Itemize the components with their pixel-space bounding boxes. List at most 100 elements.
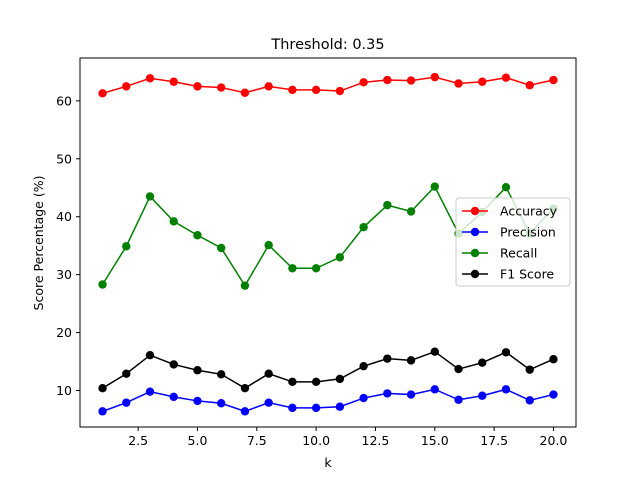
legend-label-accuracy: Accuracy <box>500 204 558 219</box>
f1-score-point <box>383 354 392 363</box>
recall-point <box>122 242 131 251</box>
precision-point <box>240 407 250 416</box>
accuracy-point <box>549 75 558 85</box>
legend-box <box>455 197 571 287</box>
f1-score-point <box>169 360 178 369</box>
legend-label-f1-score: F1 Score <box>500 267 554 282</box>
recall-point <box>335 253 345 262</box>
y-tick-label: 50 <box>56 151 72 166</box>
f1-score-point <box>145 350 155 360</box>
precision-point <box>383 389 392 398</box>
y-tick-label: 30 <box>56 267 72 282</box>
accuracy-point <box>430 72 439 82</box>
accuracy-point <box>98 89 107 98</box>
accuracy-point <box>264 82 273 91</box>
x-tick-label: 20.0 <box>540 433 568 448</box>
precision-point <box>335 402 345 411</box>
f1-score-point <box>335 374 345 384</box>
accuracy-point <box>525 81 534 90</box>
recall-point <box>359 222 368 232</box>
accuracy-point <box>240 88 250 97</box>
precision-point <box>169 392 178 402</box>
legend-marker-accuracy <box>470 206 480 216</box>
f1-score-point <box>288 377 297 387</box>
precision-point <box>145 387 155 396</box>
precision-point <box>478 391 487 400</box>
legend-label-recall: Recall <box>500 246 537 261</box>
accuracy-point <box>478 77 487 86</box>
accuracy-point <box>217 83 226 92</box>
f1-score-point <box>406 356 416 365</box>
precision-point <box>217 399 226 408</box>
recall-point <box>406 207 416 216</box>
recall-point <box>288 264 297 273</box>
precision-point <box>525 396 534 405</box>
legend-marker-precision <box>470 227 480 237</box>
x-axis-label: k <box>324 455 332 470</box>
legend-label-precision: Precision <box>500 225 556 240</box>
accuracy-point <box>169 77 178 86</box>
y-axis-label: Score Percentage (%) <box>31 176 46 311</box>
y-tick-label: 60 <box>56 93 72 108</box>
axes-frame <box>79 57 577 428</box>
f1-score-point <box>430 347 439 356</box>
precision-point <box>549 390 558 399</box>
precision-point <box>122 398 131 407</box>
f1-score-point <box>454 364 463 374</box>
accuracy-point <box>359 78 368 87</box>
f1-score-point <box>311 377 321 387</box>
precision-point <box>501 385 511 394</box>
x-tick-label: 17.5 <box>480 433 508 448</box>
recall-point <box>193 231 202 240</box>
precision-point <box>454 395 463 404</box>
precision-point <box>288 403 297 413</box>
f1-score-point <box>359 361 368 371</box>
legend-marker-recall <box>470 248 480 258</box>
y-tick-label: 20 <box>56 325 72 340</box>
f1-score-point <box>217 370 226 379</box>
x-tick-label: 12.5 <box>362 433 390 448</box>
accuracy-point <box>383 75 392 85</box>
f1-score-point <box>122 369 131 378</box>
accuracy-point <box>288 85 297 95</box>
accuracy-point <box>122 82 131 91</box>
y-tick-label: 10 <box>56 383 72 398</box>
x-tick-label: 2.5 <box>128 433 148 448</box>
recall-point <box>98 280 107 289</box>
precision-point <box>98 407 107 416</box>
accuracy-point <box>501 73 511 82</box>
recall-point <box>501 182 511 192</box>
recall-point <box>169 217 178 226</box>
chart-title: Threshold: 0.35 <box>270 37 384 53</box>
precision-point <box>311 403 321 413</box>
precision-point <box>430 385 439 394</box>
f1-score-point <box>193 366 202 375</box>
recall-point <box>383 200 392 210</box>
accuracy-point <box>406 76 416 85</box>
x-tick-label: 5.0 <box>188 433 208 448</box>
accuracy-point <box>454 79 463 88</box>
accuracy-point <box>335 86 345 96</box>
legend-marker-f1-score <box>470 269 480 279</box>
x-tick-label: 7.5 <box>247 433 267 448</box>
f1-score-point <box>98 383 107 393</box>
f1-score-point <box>240 383 250 393</box>
f1-score-point <box>549 355 558 364</box>
legend: Accuracy Precision Recall F1 Score <box>455 197 571 287</box>
recall-point <box>240 281 250 290</box>
precision-point <box>193 396 202 406</box>
f1-score-point <box>264 369 273 378</box>
x-tick-label: 15.0 <box>421 433 449 448</box>
f1-score-point <box>478 358 487 367</box>
recall-point <box>264 240 273 250</box>
precision-point <box>264 398 273 407</box>
recall-point <box>311 264 321 273</box>
f1-score-point <box>525 365 534 374</box>
accuracy-point <box>145 74 155 83</box>
y-tick-label: 40 <box>56 209 72 224</box>
recall-point <box>217 243 226 253</box>
accuracy-point <box>311 85 321 95</box>
precision-point <box>359 393 368 403</box>
precision-point <box>406 390 416 399</box>
